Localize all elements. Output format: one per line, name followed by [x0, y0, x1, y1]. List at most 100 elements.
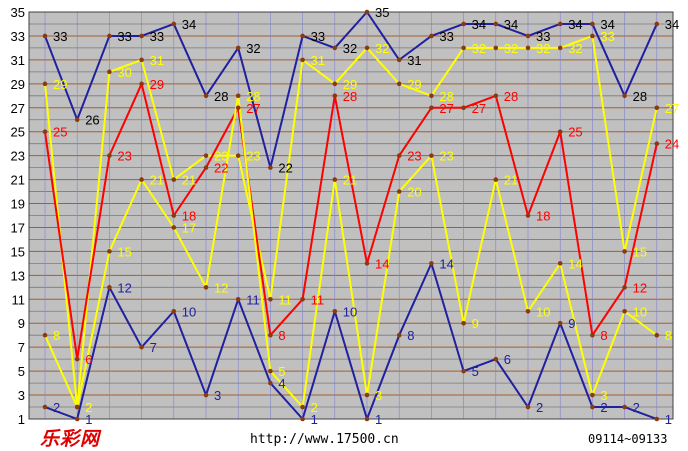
data-point [654, 105, 660, 111]
data-point [139, 81, 144, 87]
data-point [622, 93, 627, 99]
data-point [332, 93, 338, 99]
data-point [364, 9, 370, 15]
data-point [203, 165, 209, 170]
data-point [525, 33, 531, 39]
data-point [654, 21, 660, 27]
y-tick-label: 1 [18, 412, 25, 427]
data-point [139, 33, 144, 39]
data-label: 14 [568, 256, 582, 271]
data-point [300, 33, 305, 39]
data-label: 28 [246, 89, 260, 104]
data-label: 21 [343, 173, 357, 188]
data-point [171, 308, 177, 314]
data-point [557, 21, 563, 27]
data-point [654, 332, 660, 338]
data-point [525, 308, 531, 314]
data-label: 14 [439, 256, 453, 271]
data-point [107, 249, 112, 254]
data-label: 33 [117, 29, 131, 44]
data-point [171, 177, 177, 182]
data-label: 3 [214, 388, 221, 403]
data-label: 32 [568, 41, 582, 56]
data-label: 32 [375, 41, 389, 56]
site-url[interactable]: http://www.17500.cn [250, 432, 399, 447]
data-label: 1 [311, 412, 318, 427]
data-label: 35 [375, 5, 389, 20]
y-tick-label: 27 [11, 101, 25, 116]
data-label: 7 [150, 340, 157, 355]
data-point [107, 153, 112, 158]
data-point [557, 261, 563, 266]
data-point [74, 356, 80, 362]
data-point [590, 332, 595, 338]
data-point [203, 153, 209, 158]
data-label: 33 [150, 29, 164, 44]
data-label: 23 [214, 149, 228, 164]
data-label: 1 [375, 412, 382, 427]
data-point [300, 57, 305, 63]
data-label: 34 [600, 17, 614, 32]
data-label: 28 [214, 89, 228, 104]
data-label: 2 [53, 400, 60, 415]
data-point [654, 141, 660, 146]
y-tick-label: 25 [11, 125, 25, 140]
y-tick-label: 15 [11, 244, 25, 259]
data-label: 2 [600, 400, 607, 415]
data-point [332, 45, 338, 51]
data-point [332, 81, 338, 87]
data-point [429, 93, 434, 99]
data-point [268, 332, 273, 338]
data-label: 9 [568, 316, 575, 331]
data-label: 31 [407, 53, 421, 68]
data-point [171, 225, 177, 230]
data-point [139, 177, 144, 182]
series-line-3 [44, 82, 658, 361]
data-point [493, 45, 499, 51]
data-point [74, 404, 80, 410]
data-label: 10 [633, 304, 647, 319]
data-label: 6 [504, 352, 511, 367]
data-label: 18 [536, 209, 550, 224]
data-label: 12 [633, 280, 647, 295]
data-label: 17 [182, 220, 196, 235]
data-label: 29 [407, 77, 421, 92]
data-label: 8 [665, 328, 672, 343]
data-label: 12 [214, 280, 228, 295]
data-label: 11 [311, 292, 325, 307]
data-point [461, 21, 466, 27]
data-point [525, 404, 531, 410]
data-label: 31 [150, 53, 164, 68]
series-line-5 [44, 262, 658, 420]
data-label: 10 [182, 304, 196, 319]
data-point [461, 45, 466, 51]
data-point [107, 33, 112, 39]
data-label: 32 [504, 41, 518, 56]
data-point [364, 261, 370, 266]
data-label: 21 [150, 173, 164, 188]
y-tick-label: 33 [11, 29, 25, 44]
data-point [42, 81, 48, 87]
data-point [107, 285, 112, 290]
data-point [139, 57, 144, 63]
data-point [396, 81, 402, 87]
data-label: 15 [117, 244, 131, 259]
data-point [622, 249, 627, 254]
data-point [590, 392, 595, 398]
data-label: 29 [150, 77, 164, 92]
data-point [461, 368, 466, 374]
data-label: 11 [246, 292, 260, 307]
data-point [74, 416, 80, 422]
data-label: 32 [246, 41, 260, 56]
data-point [396, 332, 402, 338]
data-label: 25 [568, 125, 582, 140]
data-point [429, 33, 434, 39]
data-label: 10 [343, 304, 357, 319]
data-point [493, 93, 499, 99]
data-point [622, 404, 627, 410]
data-label: 31 [311, 53, 325, 68]
grid [28, 11, 674, 420]
data-label: 3 [375, 388, 382, 403]
data-label: 2 [311, 400, 318, 415]
